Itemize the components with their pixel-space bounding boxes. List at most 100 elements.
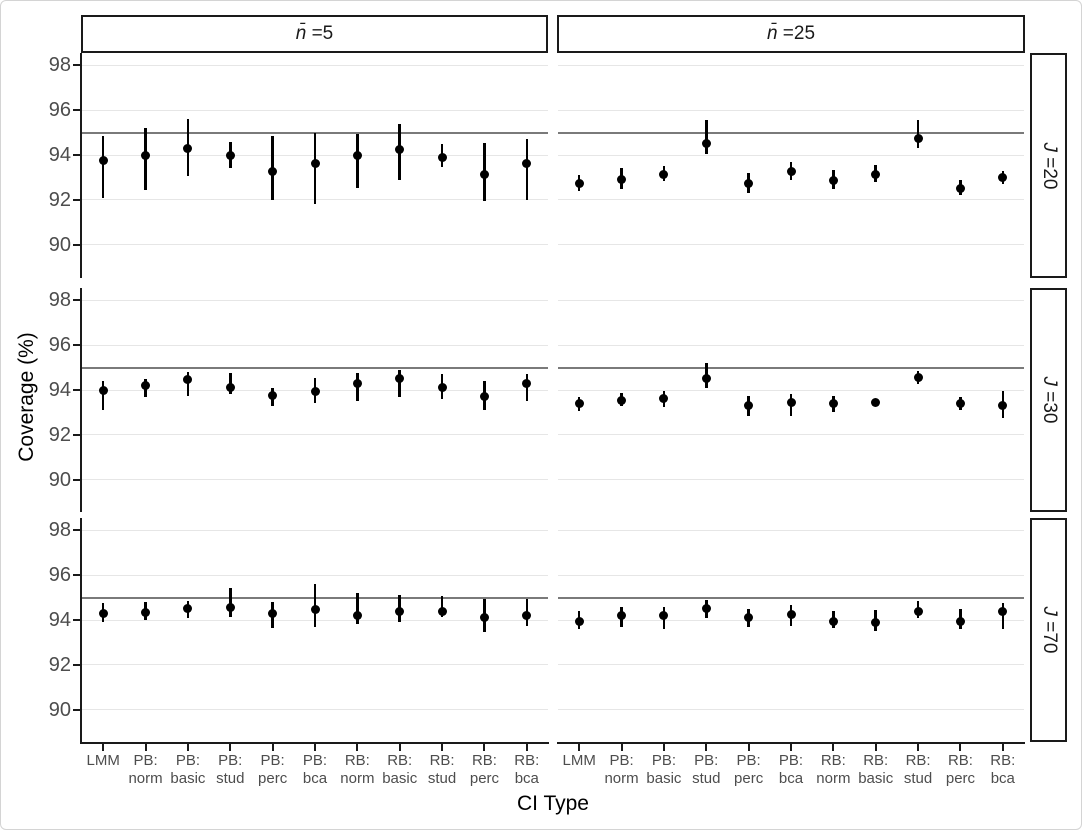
point-estimate — [352, 378, 362, 388]
point-estimate — [744, 613, 754, 623]
major-gridline — [82, 64, 548, 66]
point-estimate — [395, 374, 405, 384]
point-estimate — [659, 394, 669, 404]
major-gridline — [82, 479, 548, 481]
point-estimate — [913, 373, 923, 383]
ci-whisker — [101, 381, 105, 411]
x-axis-tick — [790, 744, 792, 751]
y-axis-tick-label: 94 — [48, 144, 71, 166]
x-axis-tick-label: PB: stud — [216, 752, 245, 787]
major-gridline — [558, 479, 1024, 481]
y-axis-line — [80, 518, 82, 742]
major-gridline — [558, 574, 1024, 576]
x-axis-tick-label: RB: stud — [427, 752, 457, 787]
column-facet-label: n̄ =5 — [296, 23, 334, 45]
reference-line-95 — [558, 131, 1024, 134]
major-gridline — [82, 299, 548, 301]
y-axis-line — [80, 53, 82, 278]
facet-variable: J — [1038, 376, 1060, 386]
point-estimate — [871, 397, 881, 407]
point-estimate — [225, 150, 235, 160]
column-facet-label: n̄ =25 — [767, 23, 815, 45]
column-facet-strip: n̄ =5 — [81, 15, 548, 53]
facet-value: =70 — [1038, 615, 1060, 654]
point-estimate — [617, 395, 627, 405]
point-estimate — [183, 375, 193, 385]
point-estimate — [955, 184, 965, 194]
point-estimate — [828, 176, 838, 186]
x-axis-tick-label: PB: basic — [646, 752, 682, 787]
point-estimate — [955, 616, 965, 626]
point-estimate — [574, 398, 584, 408]
y-axis-tick — [73, 433, 80, 436]
y-axis-tick-label: 94 — [48, 609, 71, 631]
point-estimate — [701, 139, 711, 149]
facet-panel — [558, 518, 1024, 742]
y-axis-tick-label: 90 — [48, 468, 71, 491]
point-estimate — [310, 386, 320, 396]
major-gridline — [82, 244, 548, 246]
ci-whisker — [313, 132, 317, 205]
point-estimate — [479, 169, 489, 179]
facet-variable: J — [1038, 141, 1060, 152]
major-gridline — [558, 299, 1024, 301]
major-gridline — [558, 389, 1024, 391]
y-axis-tick-label: 90 — [48, 233, 71, 256]
x-axis-tick-label: RB: bca — [990, 752, 1016, 787]
point-estimate — [828, 398, 838, 408]
major-gridline — [558, 154, 1024, 156]
x-axis-tick-label: PB: stud — [692, 752, 721, 787]
major-gridline — [82, 109, 548, 111]
y-axis-tick-label: 92 — [48, 188, 71, 211]
x-axis-tick — [102, 744, 105, 751]
point-estimate — [617, 611, 627, 621]
x-axis-tick-label: PB: perc — [734, 752, 764, 787]
y-axis-tick-label: 96 — [48, 564, 71, 587]
x-axis-tick — [705, 744, 708, 751]
x-axis-tick-label: RB: basic — [858, 752, 894, 787]
major-gridline — [82, 529, 548, 531]
column-facet-strip: n̄ =25 — [557, 15, 1025, 53]
point-estimate — [437, 383, 447, 393]
x-axis-tick — [186, 744, 189, 751]
x-axis-tick-label: PB: bca — [302, 752, 328, 787]
x-axis-tick — [483, 744, 486, 751]
point-estimate — [310, 605, 320, 615]
facet-variable: n̄ — [766, 23, 778, 44]
x-axis-tick-label: PB: basic — [170, 752, 206, 787]
major-gridline — [82, 709, 548, 711]
x-axis-tick — [525, 744, 528, 751]
y-axis-tick — [73, 243, 80, 246]
y-axis-tick-label: 98 — [48, 519, 71, 542]
x-axis-line — [80, 742, 549, 744]
point-estimate — [744, 401, 754, 411]
x-axis-tick — [271, 744, 274, 751]
ci-whisker — [101, 135, 105, 198]
major-gridline — [558, 344, 1024, 346]
point-estimate — [141, 381, 151, 391]
x-axis-tick — [356, 744, 359, 751]
x-axis-tick-label: LMM — [562, 752, 596, 769]
y-axis-tick — [73, 154, 80, 156]
point-estimate — [183, 143, 193, 153]
point-estimate — [98, 385, 108, 395]
x-axis-tick-label: RB: perc — [469, 752, 500, 787]
major-gridline — [558, 709, 1024, 711]
point-estimate — [310, 159, 320, 169]
point-estimate — [268, 167, 278, 177]
point-estimate — [871, 617, 881, 627]
point-estimate — [955, 398, 965, 408]
row-facet-label: J =70 — [1037, 530, 1061, 730]
x-axis-tick — [620, 744, 623, 751]
point-estimate — [183, 604, 193, 614]
x-axis-tick — [578, 744, 581, 751]
point-estimate — [574, 178, 584, 188]
y-axis-tick — [73, 109, 80, 112]
row-facet-label: J =20 — [1037, 66, 1061, 266]
y-axis-tick — [73, 478, 80, 481]
ci-whisker — [228, 587, 232, 617]
point-estimate — [268, 608, 278, 618]
major-gridline — [82, 574, 548, 576]
point-estimate — [701, 374, 711, 384]
